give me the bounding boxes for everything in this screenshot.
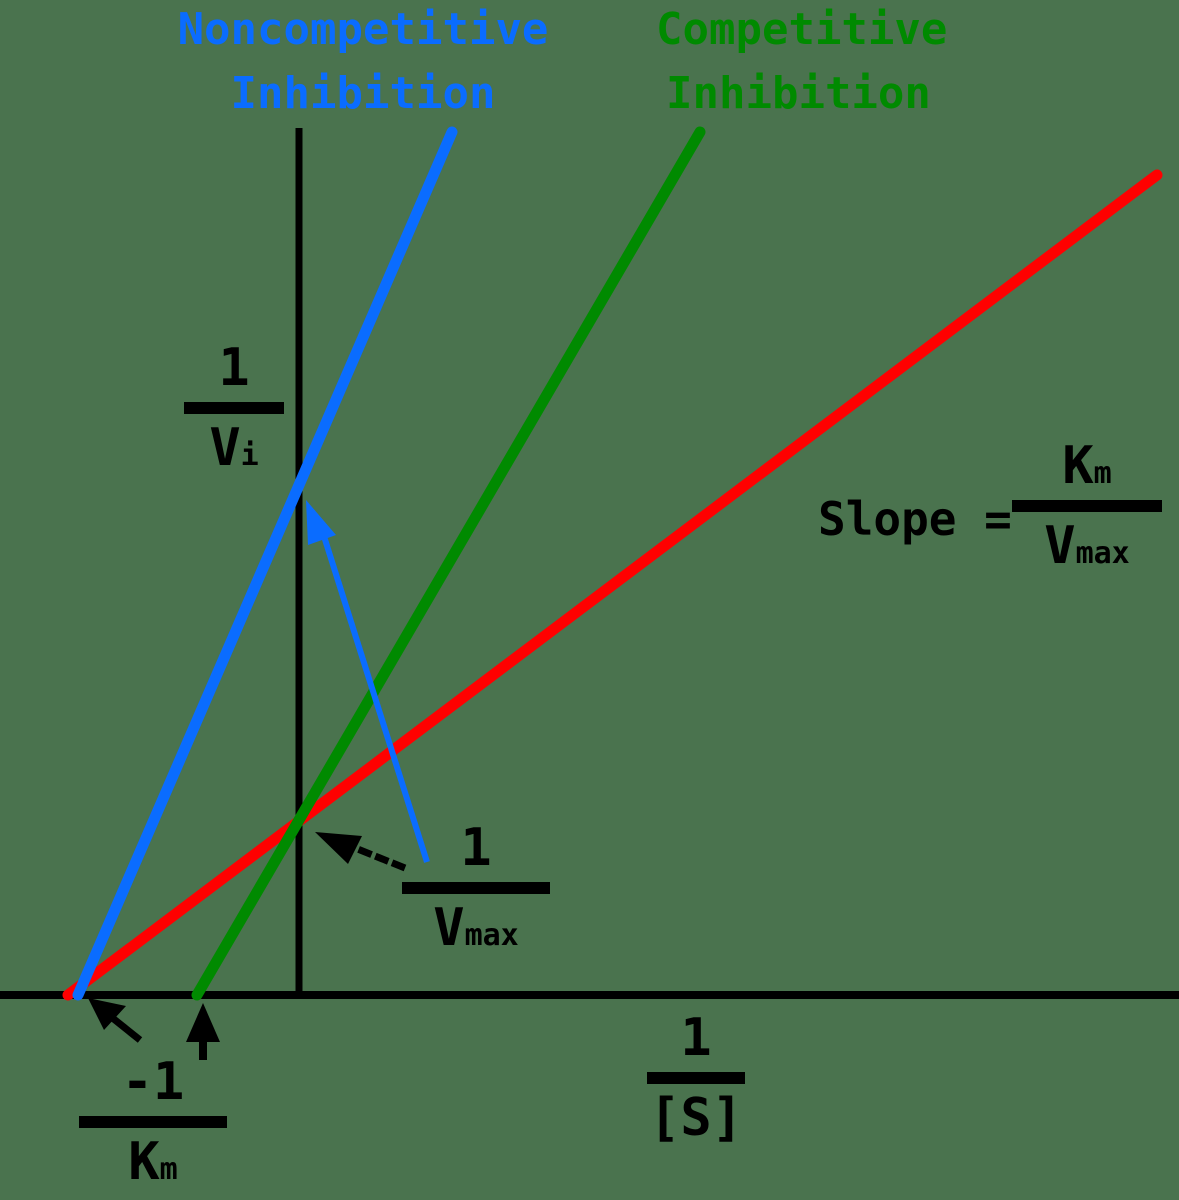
x-intercept-label: -1 Km	[78, 1056, 228, 1188]
fraction-bar	[79, 1116, 227, 1128]
x-intercept-subscript: m	[159, 1152, 178, 1187]
slope-denominator-subscript: max	[1075, 536, 1130, 571]
fraction-bar	[1012, 500, 1162, 512]
uninhibited-line	[62, 169, 1163, 1001]
up-arrowhead-icon	[186, 1003, 220, 1042]
competitive-label-line1: Competitive	[656, 4, 948, 55]
y-intercept-denominator: V	[433, 898, 465, 958]
y-intercept-numerator: 1	[460, 818, 492, 878]
y-axis-label: 1 Vi	[184, 342, 284, 474]
x-intercept-numerator: -1	[121, 1052, 185, 1112]
x-intercept-denominator: K	[128, 1132, 160, 1192]
competitive-line	[191, 126, 706, 1001]
y-axis-denominator: V	[209, 418, 241, 478]
noncompetitive-label-line1: Noncompetitive	[177, 4, 549, 55]
slope-denominator: V	[1044, 516, 1076, 576]
x-axis-label: 1 [S]	[646, 1012, 746, 1144]
noncompetitive-line	[72, 126, 458, 1001]
y-intercept-subscript: max	[464, 918, 519, 953]
km-arrowhead-icon	[88, 998, 126, 1030]
y-axis-numerator: 1	[218, 338, 250, 398]
x-axis-denominator: [S]	[649, 1088, 743, 1148]
noncompetitive-intercept-arrow	[319, 529, 430, 863]
fraction-bar	[647, 1072, 745, 1084]
slope-numerator-subscript: m	[1093, 456, 1112, 491]
fraction-bar	[184, 402, 284, 414]
slope-fraction: Km Vmax	[1012, 440, 1162, 572]
noncompetitive-label-line2: Inhibition	[230, 68, 496, 119]
blue-arrowhead-icon	[306, 500, 336, 545]
fraction-bar	[402, 882, 550, 894]
competitive-label-line2: Inhibition	[666, 68, 931, 119]
competitive-label: Competitive Inhibition	[656, 8, 976, 116]
y-intercept-label: 1 Vmax	[402, 822, 550, 954]
noncompetitive-label: Noncompetitive Inhibition	[158, 8, 568, 116]
y-axis-subscript: i	[240, 438, 259, 473]
slope-word: Slope =	[818, 492, 1012, 546]
slope-numerator: K	[1062, 436, 1094, 496]
x-axis-numerator: 1	[680, 1008, 712, 1068]
vmax-arrowhead-icon	[315, 832, 362, 864]
